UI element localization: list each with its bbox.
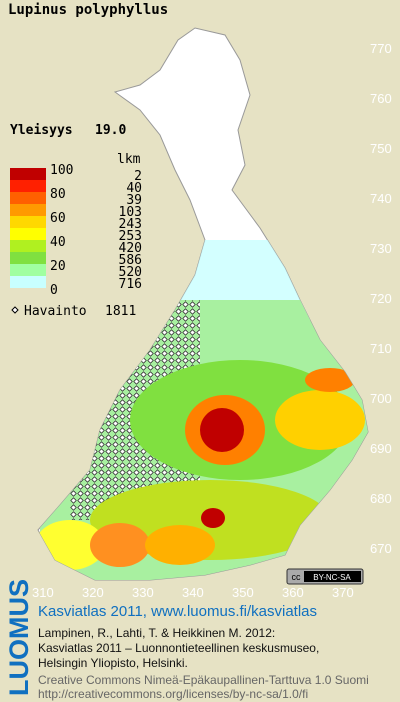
north-label: 730 [370, 241, 392, 256]
legend-count: 40 [126, 181, 142, 196]
legend-scale: 40 [50, 235, 66, 250]
legend-swatch [10, 216, 46, 228]
license-badge: cc BY-NC-SA [286, 568, 364, 585]
east-label: 370 [332, 585, 354, 600]
frequency: 19.0 [95, 123, 126, 138]
title: Lupinus polyphyllus [8, 2, 168, 18]
north-label: 770 [370, 41, 392, 56]
north-label: 680 [370, 491, 392, 506]
legend-swatch [10, 252, 46, 264]
license-line: Creative Commons Nimeä-Epäkaupallinen-Ta… [38, 673, 369, 687]
east-label: 350 [232, 585, 254, 600]
legend-count: 243 [119, 217, 142, 232]
legend-scale: 80 [50, 187, 66, 202]
legend-swatch [10, 204, 46, 216]
north-label: 690 [370, 441, 392, 456]
badge-icon: cc [292, 572, 302, 582]
legend-count: 103 [119, 205, 142, 220]
observations: 1811 [105, 304, 136, 319]
footer-text: Lampinen, R., Lahti, T. & Heikkinen M. 2… [38, 626, 369, 701]
legend-swatch [10, 264, 46, 276]
legend-swatch [10, 168, 46, 180]
north-label: 740 [370, 191, 392, 206]
legend-swatch [10, 192, 46, 204]
brand: LUOMUS [4, 579, 34, 696]
legend-count: 2 [134, 169, 142, 184]
legend-count: 520 [119, 265, 142, 280]
count-title: lkm [117, 152, 141, 167]
north-label: 710 [370, 341, 392, 356]
legend-scale: 20 [50, 259, 66, 274]
north-labels: 770 760 750 740 730 720 710 700 690 680 670 [370, 41, 392, 556]
headline: Kasviatlas 2011, www.luomus.fi/kasviatla… [38, 603, 317, 620]
legend-count: 253 [119, 229, 142, 244]
legend-count: 586 [119, 253, 142, 268]
citation-line: Kasviatlas 2011 – Luonnontieteellinen ke… [38, 641, 319, 655]
east-label: 310 [32, 585, 54, 600]
east-label: 340 [182, 585, 204, 600]
legend-scale: 60 [50, 211, 66, 226]
license-line: http://creativecommons.org/licenses/by-n… [38, 687, 308, 701]
observation-label: Havainto [24, 304, 87, 319]
legend-scale: 0 [50, 283, 58, 298]
east-label: 320 [82, 585, 104, 600]
legend-swatch [10, 276, 46, 288]
east-labels: 310 320 330 340 350 360 370 [32, 585, 354, 600]
observation-marker [11, 306, 19, 314]
map: 770 760 750 740 730 720 710 700 690 680 670 310 320… [32, 27, 392, 600]
distribution-layer [38, 240, 368, 580]
legend-swatch [10, 180, 46, 192]
legend-count: 420 [119, 241, 142, 256]
east-label: 360 [282, 585, 304, 600]
north-label: 760 [370, 91, 392, 106]
legend-count: 716 [119, 277, 142, 292]
east-label: 330 [132, 585, 154, 600]
north-label: 720 [370, 291, 392, 306]
north-label: 670 [370, 541, 392, 556]
north-label: 700 [370, 391, 392, 406]
citation-line: Lampinen, R., Lahti, T. & Heikkinen M. 2… [38, 626, 275, 640]
legend-count: 39 [126, 193, 142, 208]
badge-text: BY-NC-SA [313, 573, 351, 582]
legend-swatch [10, 228, 46, 240]
citation-line: Helsingin Yliopisto, Helsinki. [38, 656, 188, 670]
north-label: 750 [370, 141, 392, 156]
frequency-label: Yleisyys [10, 123, 73, 138]
legend-swatch [10, 240, 46, 252]
legend-scale: 100 [50, 163, 73, 178]
